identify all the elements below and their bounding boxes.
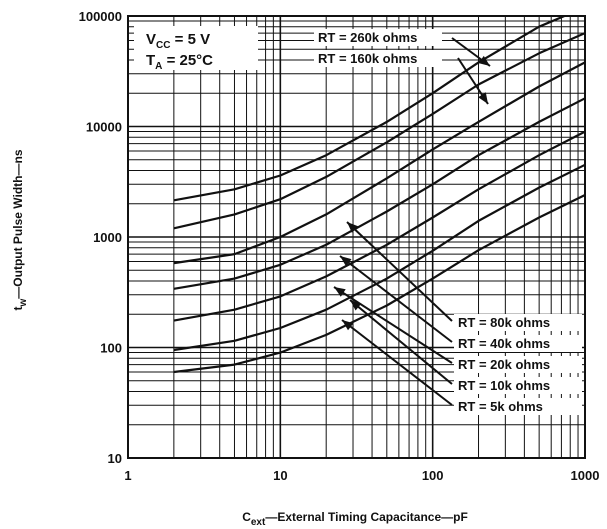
y-tick-label: 1000: [93, 230, 122, 245]
ta-condition: TA = 25°C: [146, 52, 213, 72]
label-arrow-head: [347, 222, 359, 233]
series-curve: [173, 130, 585, 322]
series-label: RT = 80k ohms: [458, 315, 550, 330]
label-arrow-head: [334, 287, 346, 297]
label-arrow-line: [333, 286, 453, 364]
plot-frame: [127, 15, 586, 459]
series-label-bg: [454, 314, 582, 331]
series-label-bg: [454, 377, 582, 394]
series-labels: RT = 260k ohms RT = 160k ohms RT = 80k ohm…: [314, 29, 582, 415]
series-label-bg: [454, 335, 582, 352]
series-label: RT = 160k ohms: [318, 51, 417, 66]
curves: [173, 16, 585, 374]
label-arrow-head: [478, 55, 490, 66]
label-arrow-head: [342, 320, 354, 331]
label-arrow-head: [350, 300, 362, 311]
series-label-bg: [454, 398, 582, 415]
series-curve: [173, 163, 585, 352]
series-label: RT = 260k ohms: [318, 30, 417, 45]
x-tick-label: 1: [124, 468, 131, 483]
series-label-bg: [314, 50, 442, 67]
series-curve: [173, 32, 585, 230]
label-arrow-head: [478, 92, 488, 104]
x-axis-title: Cext—External Timing Capacitance—pF: [242, 510, 468, 528]
series-curve: [173, 16, 568, 202]
series-label: RT = 40k ohms: [458, 336, 550, 351]
label-arrows: [333, 37, 491, 406]
label-arrow-line: [341, 319, 453, 406]
label-arrow-line: [349, 299, 453, 385]
label-arrow-head: [340, 256, 352, 267]
series-curve: [173, 194, 585, 374]
series-curve: [173, 61, 585, 265]
label-arrow-line: [339, 255, 453, 343]
y-axis-title: tw—Output Pulse Width—ns: [11, 149, 29, 310]
y-tick-label: 10000: [86, 120, 122, 135]
x-tick-label: 10: [273, 468, 287, 483]
vcc-condition: VCC = 5 V: [146, 31, 210, 51]
series-label: RT = 20k ohms: [458, 357, 550, 372]
x-tick-label: 1000: [571, 468, 600, 483]
series-curve: [173, 97, 585, 290]
series-label: RT = 10k ohms: [458, 378, 550, 393]
y-tick-label: 10: [108, 451, 122, 466]
y-tick-label: 100000: [79, 9, 122, 24]
series-label-bg: [314, 29, 442, 46]
conditions-box: [134, 26, 258, 70]
label-arrow-line: [346, 221, 453, 322]
series-label-bg: [454, 356, 582, 373]
y-tick-label: 100: [100, 341, 122, 356]
x-tick-label: 100: [422, 468, 444, 483]
series-label: RT = 5k ohms: [458, 399, 543, 414]
